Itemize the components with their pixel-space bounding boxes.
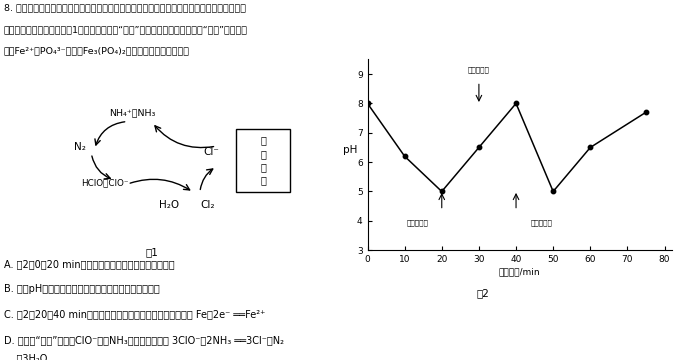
- Text: 图1: 图1: [146, 247, 159, 257]
- Text: A. 图2中0～20 min内去除的是氮元素，此时石墨作阳极: A. 图2中0～20 min内去除的是氮元素，此时石墨作阳极: [4, 259, 174, 269]
- Y-axis label: pH: pH: [343, 145, 357, 155]
- Text: Cl⁻: Cl⁻: [204, 147, 219, 157]
- Text: ＋3H₂O: ＋3H₂O: [4, 354, 47, 360]
- Text: C. 图2中20～40 min内去除的是磷元素，阳极的电极反应式为 Fe－2e⁻ ══Fe²⁺: C. 图2中20～40 min内去除的是磷元素，阳极的电极反应式为 Fe－2e⁻…: [4, 310, 265, 320]
- Text: B. 溶液pH越小，有效氯浓度越大，氮元素的去除率越高: B. 溶液pH越小，有效氯浓度越大，氮元素的去除率越高: [4, 284, 160, 294]
- Text: 翻转正负极: 翻转正负极: [407, 219, 428, 226]
- Text: 石
墨
电
极: 石 墨 电 极: [260, 136, 266, 185]
- Text: 翻转正负极: 翻转正负极: [531, 219, 553, 226]
- X-axis label: 电解时间/min: 电解时间/min: [499, 267, 540, 276]
- Text: 利用Fe²⁺将PO₄³⁻转化为Fe₃(PO₄)₂沉淠。下列说法正确的是: 利用Fe²⁺将PO₄³⁻转化为Fe₃(PO₄)₂沉淠。下列说法正确的是: [4, 47, 190, 56]
- Text: H₂O: H₂O: [159, 199, 178, 210]
- Text: N₂: N₂: [74, 142, 85, 152]
- Text: 极）去除。电解时，用如图1所示原理可进行“除氮”，翻转电源正负极可进行“除磷”，原理是: 极）去除。电解时，用如图1所示原理可进行“除氮”，翻转电源正负极可进行“除磷”，…: [4, 25, 248, 34]
- Text: 8. 生活污水中的氮元素和磷元素主要以锄盐和磷酸盐的形式存在，可用电解法（铁、石墨作电: 8. 生活污水中的氮元素和磷元素主要以锄盐和磷酸盐的形式存在，可用电解法（铁、石…: [4, 4, 246, 13]
- Text: NH₄⁺、NH₃: NH₄⁺、NH₃: [109, 109, 155, 118]
- Text: 翻转正负极: 翻转正负极: [468, 66, 490, 73]
- Text: 图2: 图2: [477, 288, 489, 298]
- Text: D. 电解法“除氮”过程中ClO⁻氧化NH₃的离子方程式为 3ClO⁻＋2NH₃ ══3Cl⁻＋N₂: D. 电解法“除氮”过程中ClO⁻氧化NH₃的离子方程式为 3ClO⁻＋2NH₃…: [4, 335, 284, 345]
- Text: Cl₂: Cl₂: [201, 199, 216, 210]
- Text: HClO、ClO⁻: HClO、ClO⁻: [80, 179, 128, 188]
